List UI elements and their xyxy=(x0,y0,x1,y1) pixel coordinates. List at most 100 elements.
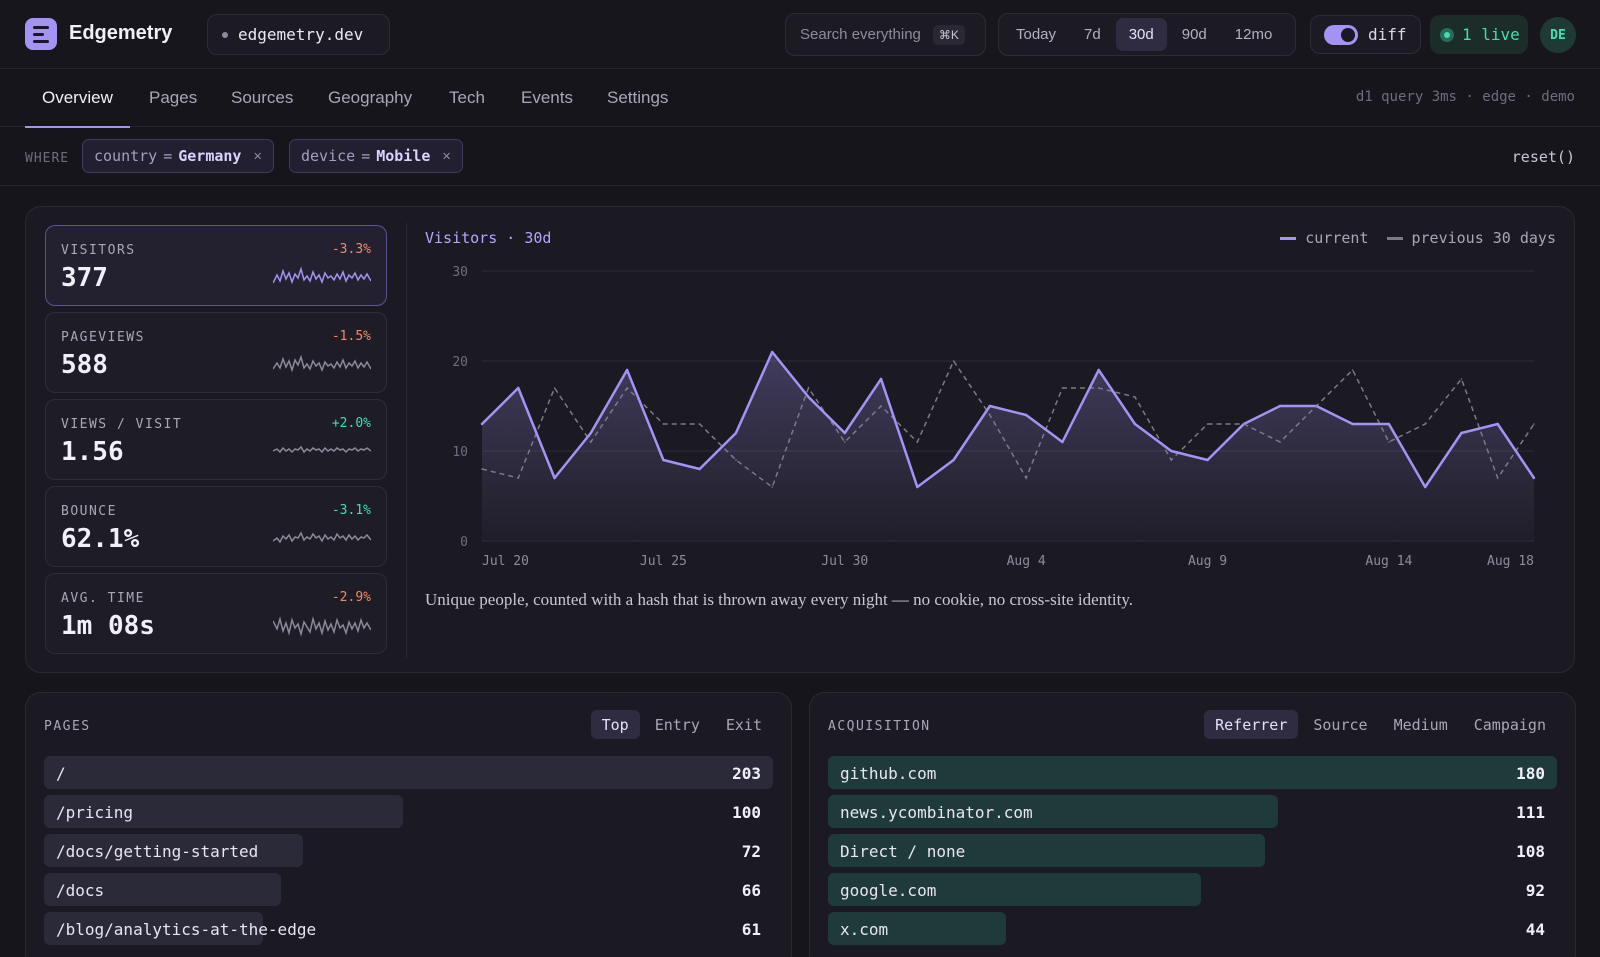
x-tick-label: Aug 9 xyxy=(1188,554,1227,569)
point-previous xyxy=(735,459,737,461)
point-current xyxy=(1206,458,1209,462)
range-90d[interactable]: 90d xyxy=(1181,26,1207,43)
tab-settings[interactable]: Settings xyxy=(607,88,669,107)
stat-delta: +2.0% xyxy=(331,416,371,431)
referrer-row[interactable]: news.ycombinator.com 111 xyxy=(828,795,1557,828)
range-30d[interactable]: 30d xyxy=(1115,18,1167,51)
page-row[interactable]: /docs/getting-started 72 xyxy=(44,834,773,867)
close-icon[interactable]: ✕ xyxy=(442,148,451,164)
stat-label: BOUNCE xyxy=(61,504,117,519)
point-previous xyxy=(1025,477,1027,479)
reset-button[interactable]: reset() xyxy=(1511,148,1575,166)
tab-tech[interactable]: Tech xyxy=(449,88,485,107)
stat-delta: -3.3% xyxy=(331,242,371,257)
stat-delta: -2.9% xyxy=(331,590,371,605)
search-input[interactable]: Search everything ⌘K xyxy=(785,13,986,56)
stat-bounce[interactable]: BOUNCE 62.1% -3.1% xyxy=(45,486,387,567)
tab-exit[interactable]: Exit xyxy=(725,715,762,734)
page-row[interactable]: /docs 66 xyxy=(44,873,773,906)
stat-avg-time[interactable]: AVG. TIME 1m 08s -2.9% xyxy=(45,573,387,654)
point-previous xyxy=(952,360,955,362)
point-current xyxy=(1532,476,1536,480)
tab-top[interactable]: Top xyxy=(590,710,640,739)
referrer-count: 111 xyxy=(1516,803,1545,822)
tab-campaign[interactable]: Campaign xyxy=(1473,715,1546,734)
date-range-selector: Today 7d 30d 90d 12mo xyxy=(998,13,1296,56)
acquisition-label: ACQUISITION xyxy=(828,719,931,734)
visitors-chart[interactable]: 0 10 20 30 Jul 20 Jul 25 Jul 30 Aug 4 Aug 9 Aug 1… xyxy=(425,251,1555,571)
sparkline xyxy=(273,616,371,637)
acquisition-tabs: Referrer Source Medium Campaign xyxy=(1204,710,1557,739)
filter-key: device xyxy=(301,147,356,165)
filter-chip-device[interactable]: device = Mobile ✕ xyxy=(289,139,463,173)
referrer-row[interactable]: google.com 92 xyxy=(828,873,1557,906)
page-row[interactable]: / 203 xyxy=(44,756,773,789)
referrer-row[interactable]: x.com 44 xyxy=(828,912,1557,945)
live-visitors-badge[interactable]: 1 live xyxy=(1430,15,1528,54)
sparkline xyxy=(273,445,371,454)
point-current xyxy=(1351,422,1354,426)
diff-toggle-button[interactable]: diff xyxy=(1310,15,1421,54)
point-previous xyxy=(1351,369,1354,371)
point-current xyxy=(1423,485,1427,489)
x-tick-label: Aug 14 xyxy=(1365,554,1412,569)
page-row[interactable]: /pricing 100 xyxy=(44,795,773,828)
y-tick-label: 0 xyxy=(460,535,468,550)
range-7d[interactable]: 7d xyxy=(1084,26,1101,43)
logo-icon[interactable] xyxy=(25,18,57,50)
tab-medium[interactable]: Medium xyxy=(1393,715,1448,734)
range-today[interactable]: Today xyxy=(1016,26,1057,43)
page-count: 203 xyxy=(732,764,761,783)
referrer-name: news.ycombinator.com xyxy=(840,803,1033,822)
x-tick-label: Aug 4 xyxy=(1007,554,1046,569)
filter-op: = xyxy=(163,147,173,165)
tab-geography[interactable]: Geography xyxy=(328,88,413,107)
tab-sources[interactable]: Sources xyxy=(231,88,294,107)
pages-tabs: Top Entry Exit xyxy=(590,710,773,739)
stat-views-per-visit[interactable]: VIEWS / VISIT 1.56 +2.0% xyxy=(45,399,387,480)
point-current xyxy=(1061,440,1064,444)
point-previous xyxy=(481,468,483,470)
tab-pages[interactable]: Pages xyxy=(149,88,198,107)
stat-delta: -1.5% xyxy=(331,329,371,344)
filter-chip-country[interactable]: country = Germany ✕ xyxy=(82,139,274,173)
point-current xyxy=(698,467,701,471)
point-current xyxy=(1024,413,1028,417)
tab-referrer[interactable]: Referrer xyxy=(1204,710,1299,739)
page-name: /docs xyxy=(56,881,105,900)
referrer-row[interactable]: github.com 180 xyxy=(828,756,1557,789)
chart-legend: current previous 30 days xyxy=(1280,229,1556,247)
toggle-switch[interactable] xyxy=(1324,24,1358,45)
tab-source[interactable]: Source xyxy=(1313,715,1368,734)
point-current xyxy=(1133,422,1137,426)
bar-fill xyxy=(44,795,404,828)
bar-fill xyxy=(44,756,773,789)
point-previous xyxy=(1424,423,1426,425)
tab-events[interactable]: Events xyxy=(521,88,573,107)
point-previous xyxy=(517,477,520,479)
close-icon[interactable]: ✕ xyxy=(253,148,262,164)
stat-value: 588 xyxy=(61,350,108,380)
point-previous xyxy=(1206,423,1209,425)
page-count: 100 xyxy=(732,803,761,822)
page-row[interactable]: /blog/analytics-at-the-edge 61 xyxy=(44,912,773,945)
where-label: WHERE xyxy=(25,151,70,166)
avatar[interactable]: DE xyxy=(1540,17,1576,53)
stat-visitors[interactable]: VISITORS 377 -3.3% xyxy=(45,225,387,306)
legend-current[interactable]: current xyxy=(1280,229,1369,247)
site-selector[interactable]: edgemetry.dev xyxy=(207,14,390,55)
point-previous xyxy=(698,423,701,425)
stat-label: VISITORS xyxy=(61,243,136,258)
search-placeholder: Search everything xyxy=(800,26,921,43)
range-12mo[interactable]: 12mo xyxy=(1234,26,1273,43)
tab-entry[interactable]: Entry xyxy=(654,715,700,734)
point-previous xyxy=(880,405,882,407)
x-tick-label: Aug 18 xyxy=(1487,554,1534,569)
referrer-row[interactable]: Direct / none 108 xyxy=(828,834,1557,867)
point-current xyxy=(1496,422,1499,426)
stat-value: 377 xyxy=(61,263,108,293)
tab-overview[interactable]: Overview xyxy=(25,69,130,128)
legend-previous[interactable]: previous 30 days xyxy=(1386,229,1556,247)
point-previous xyxy=(771,486,774,488)
stat-pageviews[interactable]: PAGEVIEWS 588 -1.5% xyxy=(45,312,387,393)
